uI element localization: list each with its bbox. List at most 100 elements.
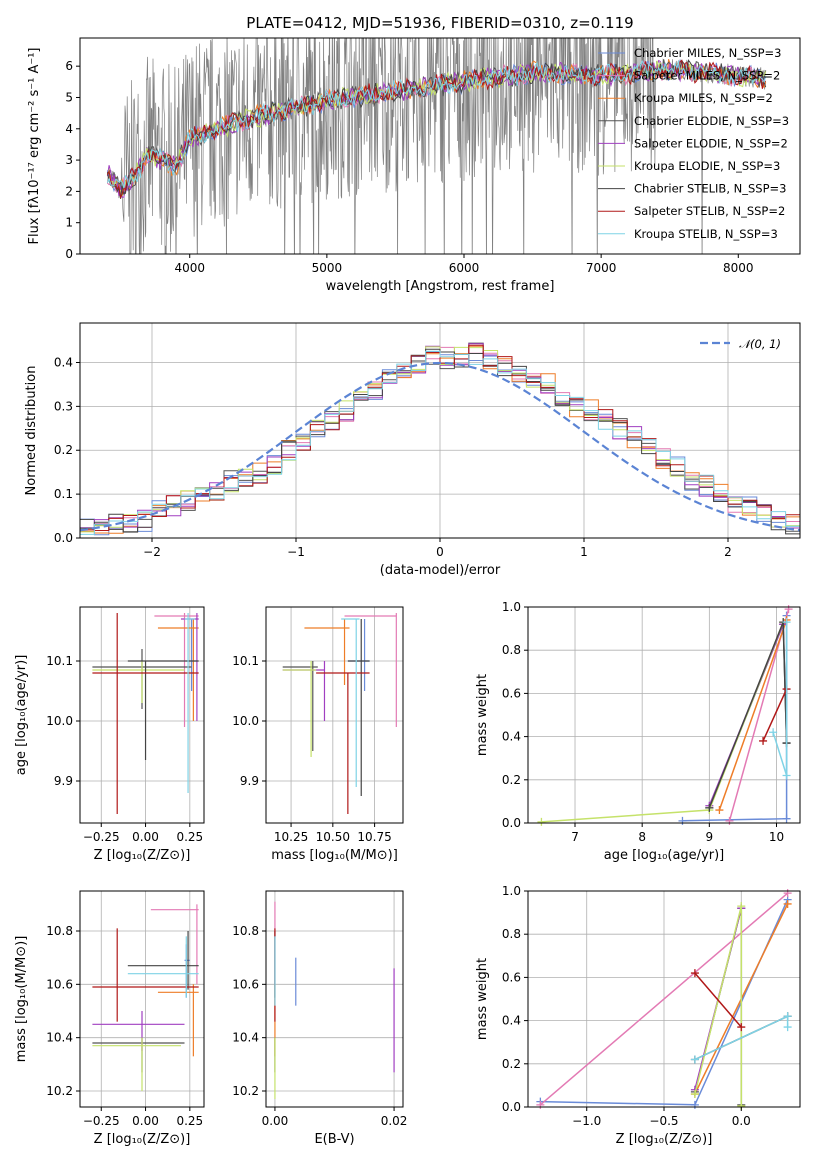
mass_vs_ebv-plot-area: [274, 901, 395, 1099]
mass_vs_Z-plot-area: [92, 904, 199, 1091]
weight_vs_Z-xlabel: Z [log₁₀(Z/Z⊙)]: [616, 1132, 713, 1147]
mass_vs_Z-ytick-label: 10.2: [46, 1084, 73, 1098]
weight-point-marker: [783, 899, 792, 908]
age_vs_Z-xtick-label: 0.00: [132, 830, 159, 844]
weight_vs_Z-ytick-label: 0.8: [502, 927, 521, 941]
weight-point-marker: [678, 816, 687, 825]
residuals-xtick-label: −2: [143, 545, 161, 559]
spectrum-ytick-label: 4: [65, 122, 73, 136]
residuals-plot-area: [80, 342, 800, 536]
weight_vs_age-plot-area: [537, 605, 793, 826]
weight_vs_age-xtick-label: 9: [706, 830, 714, 844]
age_vs_mass-frame: [265, 606, 404, 824]
mass_vs_Z-xtick-label: 0.25: [176, 1114, 203, 1128]
weight_vs_age-ylabel: mass weight: [475, 674, 490, 756]
weight-point-marker: [737, 1023, 746, 1032]
weight-series-line: [541, 621, 784, 823]
mass_vs_ebv-ytick-label: 10.6: [232, 977, 259, 991]
weight-point-marker: [536, 1100, 545, 1109]
mass_vs_Z-xlabel: Z [log₁₀(Z/Z⊙)]: [94, 1132, 191, 1147]
residuals-xtick-label: 0: [436, 545, 444, 559]
residuals-ytick-label: 0.2: [54, 443, 73, 457]
weight_vs_age-ytick-label: 1.0: [502, 600, 521, 614]
mass_vs_ebv-ytick-label: 10.4: [232, 1031, 259, 1045]
residual-histogram: [80, 348, 800, 535]
mass_vs_Z-ylabel: mass [log₁₀(M/M⊙)]: [14, 936, 29, 1063]
residuals-xtick-label: −1: [287, 545, 305, 559]
weight-point-marker: [783, 1023, 792, 1032]
weight_vs_age-xlabel: age [log₁₀(age/yr)]: [604, 848, 725, 863]
weight_vs_Z-ylabel: mass weight: [475, 958, 490, 1040]
age_vs_mass-ytick-label: 10.0: [232, 714, 259, 728]
mass_vs_ebv-xtick-label: 0.00: [262, 1114, 289, 1128]
residuals-ytick-label: 0.4: [54, 355, 73, 369]
residuals-xtick-label: 2: [724, 545, 732, 559]
age_vs_mass-ytick-label: 10.1: [232, 654, 259, 668]
age_vs_Z-ytick-label: 10.0: [46, 714, 73, 728]
mass_vs_ebv-xlabel: E(B-V): [314, 1132, 354, 1147]
weight_vs_Z-ytick-label: 0.2: [502, 1057, 521, 1071]
age_vs_mass-xtick-label: 10.50: [316, 830, 350, 844]
residual-histogram: [80, 350, 800, 535]
spectrum-legend-label: Salpeter MILES, N_SSP=2: [634, 69, 780, 83]
weight-point-marker: [782, 814, 791, 823]
weight-series-line: [539, 892, 789, 1106]
weight_vs_age-xtick-label: 8: [638, 830, 646, 844]
spectrum-frame: [79, 37, 801, 255]
age_vs_Z-axes: −0.25 0.00 0.25 9.9 10.0 10.1 Z [log₁₀(Z/Z⊙)] a…: [14, 606, 205, 863]
spectrum-legend-label: Kroupa STELIB, N_SSP=3: [634, 227, 778, 241]
mass_vs_ebv-axes: 0.00 0.02 10.2 10.4 10.6 10.8 E(B-V): [232, 890, 408, 1147]
age_vs_Z-xtick-label: −0.25: [83, 830, 120, 844]
mass_vs_ebv-ytick-label: 10.2: [232, 1084, 259, 1098]
weight-point-marker: [782, 618, 791, 627]
mass_vs_Z-ytick-label: 10.4: [46, 1031, 73, 1045]
spectrum-legend-label: Chabrier ELODIE, N_SSP=3: [634, 114, 789, 128]
spectrum-legend-label: Chabrier MILES, N_SSP=3: [634, 46, 781, 60]
weight-series-line: [694, 905, 743, 1106]
residuals-ytick-label: 0.0: [54, 531, 73, 545]
normal-curve: [80, 361, 800, 532]
weight-point-marker: [783, 889, 792, 898]
weight-series-line: [718, 619, 788, 811]
mass_vs_Z-xtick-label: −0.25: [83, 1114, 120, 1128]
age_vs_mass-xtick-label: 10.25: [274, 830, 308, 844]
weight_vs_Z-axes: −1.0 −0.5 0.0 0.0 0.2 0.4 0.6 0.8 1.0 Z [log₁₀(Z/…: [475, 884, 801, 1147]
weight-series-line: [728, 608, 790, 822]
age_vs_Z-frame: [79, 606, 205, 824]
weight-point-marker: [783, 1012, 792, 1021]
mass_vs_Z-axes: −0.25 0.00 0.25 10.2 10.4 10.6 10.8 Z [log₁₀(Z/…: [14, 890, 205, 1147]
residuals-xtick-label: 1: [580, 545, 588, 559]
weight-series-line: [762, 688, 788, 742]
age_vs_mass-xlabel: mass [log₁₀(M/M⊙)]: [271, 848, 398, 863]
spectrum-ytick-label: 3: [65, 153, 73, 167]
spectrum-ytick-label: 6: [65, 59, 73, 73]
residuals-ylabel: Normed distribution: [24, 366, 39, 496]
weight-point-marker: [782, 771, 791, 780]
age_vs_mass-xtick-label: 10.75: [357, 830, 391, 844]
spectrum-legend-label: Kroupa ELODIE, N_SSP=3: [634, 159, 780, 173]
spectrum-model-line: [106, 59, 767, 189]
residuals-xlabel: (data-model)/error: [380, 563, 501, 578]
spectrum-ytick-label: 0: [65, 247, 73, 261]
spectrum-legend-label: Chabrier STELIB, N_SSP=3: [634, 182, 786, 196]
mass_vs_Z-ytick-label: 10.6: [46, 977, 73, 991]
weight-point-marker: [737, 902, 746, 911]
figure-title: PLATE=0412, MJD=51936, FIBERID=0310, z=0…: [246, 14, 633, 32]
residuals-ytick-label: 0.1: [54, 487, 73, 501]
spectrum-xtick-label: 6000: [449, 261, 480, 275]
spectrum-xtick-label: 7000: [586, 261, 617, 275]
weight-point-marker: [690, 1100, 699, 1109]
age_vs_Z-plot-area: [92, 613, 199, 814]
weight-point-marker: [715, 806, 724, 815]
weight-point-marker: [705, 803, 714, 812]
weight_vs_Z-plot-area: [536, 889, 792, 1110]
weight_vs_Z-ytick-label: 0.6: [502, 970, 521, 984]
age_vs_Z-xlabel: Z [log₁₀(Z/Z⊙)]: [94, 848, 191, 863]
weight_vs_Z-xtick-label: 0.0: [732, 1114, 751, 1128]
weight_vs_age-ytick-label: 0.0: [502, 816, 521, 830]
spectrum-ytick-label: 1: [65, 216, 73, 230]
mass_vs_Z-xtick-label: 0.00: [132, 1114, 159, 1128]
mass_vs_ebv-xtick-label: 0.02: [381, 1114, 408, 1128]
weight_vs_age-xtick-label: 10: [769, 830, 784, 844]
